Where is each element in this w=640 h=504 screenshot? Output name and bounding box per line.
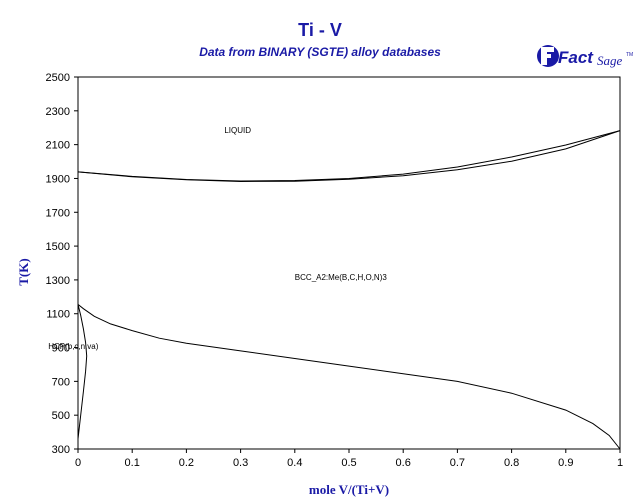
factsage-logo-mark-icon	[537, 45, 559, 67]
plot-frame	[77, 76, 621, 450]
chart-subtitle: Data from BINARY (SGTE) alloy databases	[199, 45, 441, 59]
x-tick-label: 0	[75, 457, 81, 469]
logo-text-sub: Sage	[597, 53, 623, 68]
logo-text-main: Fact	[558, 48, 594, 67]
logo-trademark: TM	[626, 52, 633, 58]
x-tick-label: 0.4	[287, 457, 302, 469]
x-tick-label: 0.7	[450, 457, 465, 469]
curve-hcp-solvus	[77, 304, 88, 439]
phase-label: BCC_A2:Me(B,C,H,O,N)3	[295, 273, 388, 282]
y-tick-label: 1300	[46, 275, 70, 287]
x-tick-label: 0.2	[179, 457, 194, 469]
curve-liquidus	[77, 130, 621, 182]
y-tick-label: 1900	[46, 173, 70, 185]
y-tick-label: 500	[52, 410, 70, 422]
y-tick-label: 300	[52, 444, 70, 456]
y-axis: 300 500 700 900 1100 1300 1500 1700 1900 2100 2300…	[46, 72, 78, 456]
y-tick-label: 2300	[46, 106, 70, 118]
phase-label: HCP(b,c,n,va)	[48, 342, 99, 351]
y-tick-label: 1700	[46, 207, 70, 219]
y-tick-label: 700	[52, 376, 70, 388]
y-tick-label: 1100	[46, 309, 70, 321]
phase-boundaries	[77, 130, 621, 450]
factsage-logo: Fact Sage TM	[537, 45, 633, 68]
x-tick-label: 0.5	[341, 457, 356, 469]
chart-title: Ti - V	[298, 20, 342, 40]
curve-bcc-hcp-transus	[77, 304, 621, 450]
curve-solidus	[77, 130, 621, 183]
x-tick-label: 0.1	[125, 457, 140, 469]
x-tick-label: 0.9	[558, 457, 573, 469]
y-tick-label: 2500	[46, 72, 70, 84]
x-axis-label: mole V/(Ti+V)	[308, 482, 390, 497]
x-tick-label: 0.3	[233, 457, 248, 469]
x-tick-label: 0.6	[396, 457, 411, 469]
x-axis: 0 0.1 0.2 0.3 0.4 0.5 0.6 0.7 0.8 0.9 1	[75, 449, 623, 469]
y-tick-label: 900	[52, 343, 70, 355]
x-tick-label: 1	[617, 457, 623, 469]
phase-label: LIQUID	[224, 126, 251, 135]
phase-labels: LIQUID BCC_A2:Me(B,C,H,O,N)3 HCP(b,c,n,va)	[48, 126, 387, 351]
y-tick-label: 1500	[46, 241, 70, 253]
x-tick-label: 0.8	[504, 457, 519, 469]
y-tick-label: 2100	[46, 140, 70, 152]
